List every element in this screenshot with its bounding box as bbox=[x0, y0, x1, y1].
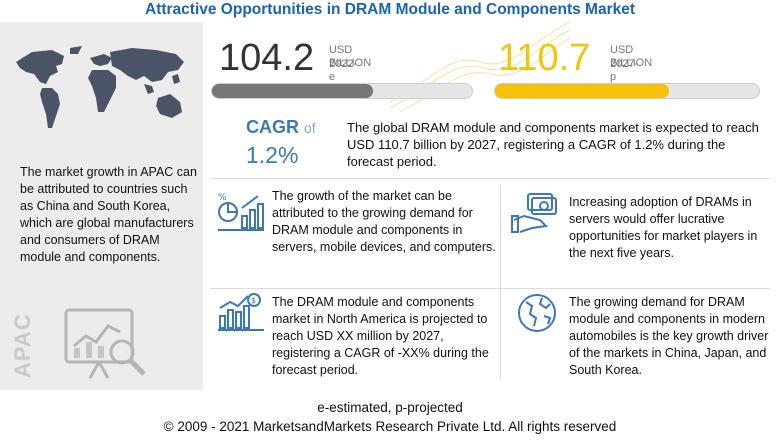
apac-vertical-label: APAC bbox=[10, 313, 35, 378]
page-title: Attractive Opportunities in DRAM Module … bbox=[145, 1, 635, 18]
apac-description: The market growth in APAC can be attribu… bbox=[20, 165, 197, 264]
stat-year: 2027-p bbox=[610, 58, 639, 83]
cagr-description: The global DRAM module and components ma… bbox=[347, 120, 759, 169]
svg-text:%: % bbox=[218, 193, 227, 203]
progress-bar-fill bbox=[495, 84, 670, 98]
card-text: The growing demand for DRAM module and c… bbox=[569, 295, 769, 377]
stat-value: 104.2 bbox=[219, 37, 315, 79]
progress-bar-2022 bbox=[211, 83, 473, 99]
card-text: The growth of the market can be attribut… bbox=[272, 189, 496, 254]
world-map-icon bbox=[16, 46, 184, 128]
stat-2027: 110.7 USD BILLION 2027-p bbox=[498, 37, 652, 83]
footer-note: e-estimated, p-projected bbox=[317, 400, 463, 415]
divider bbox=[500, 185, 501, 380]
progress-bar-2027 bbox=[494, 83, 760, 99]
divider bbox=[210, 178, 770, 179]
card-text: The DRAM module and components market in… bbox=[272, 295, 489, 377]
growth-analysis-icon: % bbox=[218, 193, 264, 231]
footer-copyright: © 2009 - 2021 MarketsandMarkets Research… bbox=[163, 419, 617, 434]
money-hand-icon bbox=[511, 193, 557, 233]
card-text: Increasing adoption of DRAMs in servers … bbox=[569, 195, 758, 260]
globe-icon bbox=[518, 294, 556, 332]
analysis-chart-magnifier-icon bbox=[64, 308, 146, 379]
cagr-of-text: of bbox=[304, 120, 316, 136]
stat-2022: 104.2 USD BILLION 2022-e bbox=[219, 37, 371, 83]
svg-text:$: $ bbox=[251, 296, 256, 305]
dollar-bar-chart-icon: $ bbox=[218, 293, 264, 331]
progress-bar-fill bbox=[212, 84, 374, 98]
stat-value: 110.7 bbox=[498, 37, 591, 79]
apac-panel: The market growth in APAC can be attribu… bbox=[0, 22, 203, 390]
cagr-value: 1.2% bbox=[246, 142, 299, 168]
stat-unit: USD BILLION bbox=[610, 44, 653, 69]
stat-year: 2022-e bbox=[329, 58, 358, 83]
stat-unit: USD BILLION bbox=[329, 44, 372, 69]
cagr-label: CAGR of bbox=[246, 117, 316, 138]
cagr-label-text: CAGR bbox=[246, 117, 299, 137]
divider bbox=[210, 288, 770, 289]
